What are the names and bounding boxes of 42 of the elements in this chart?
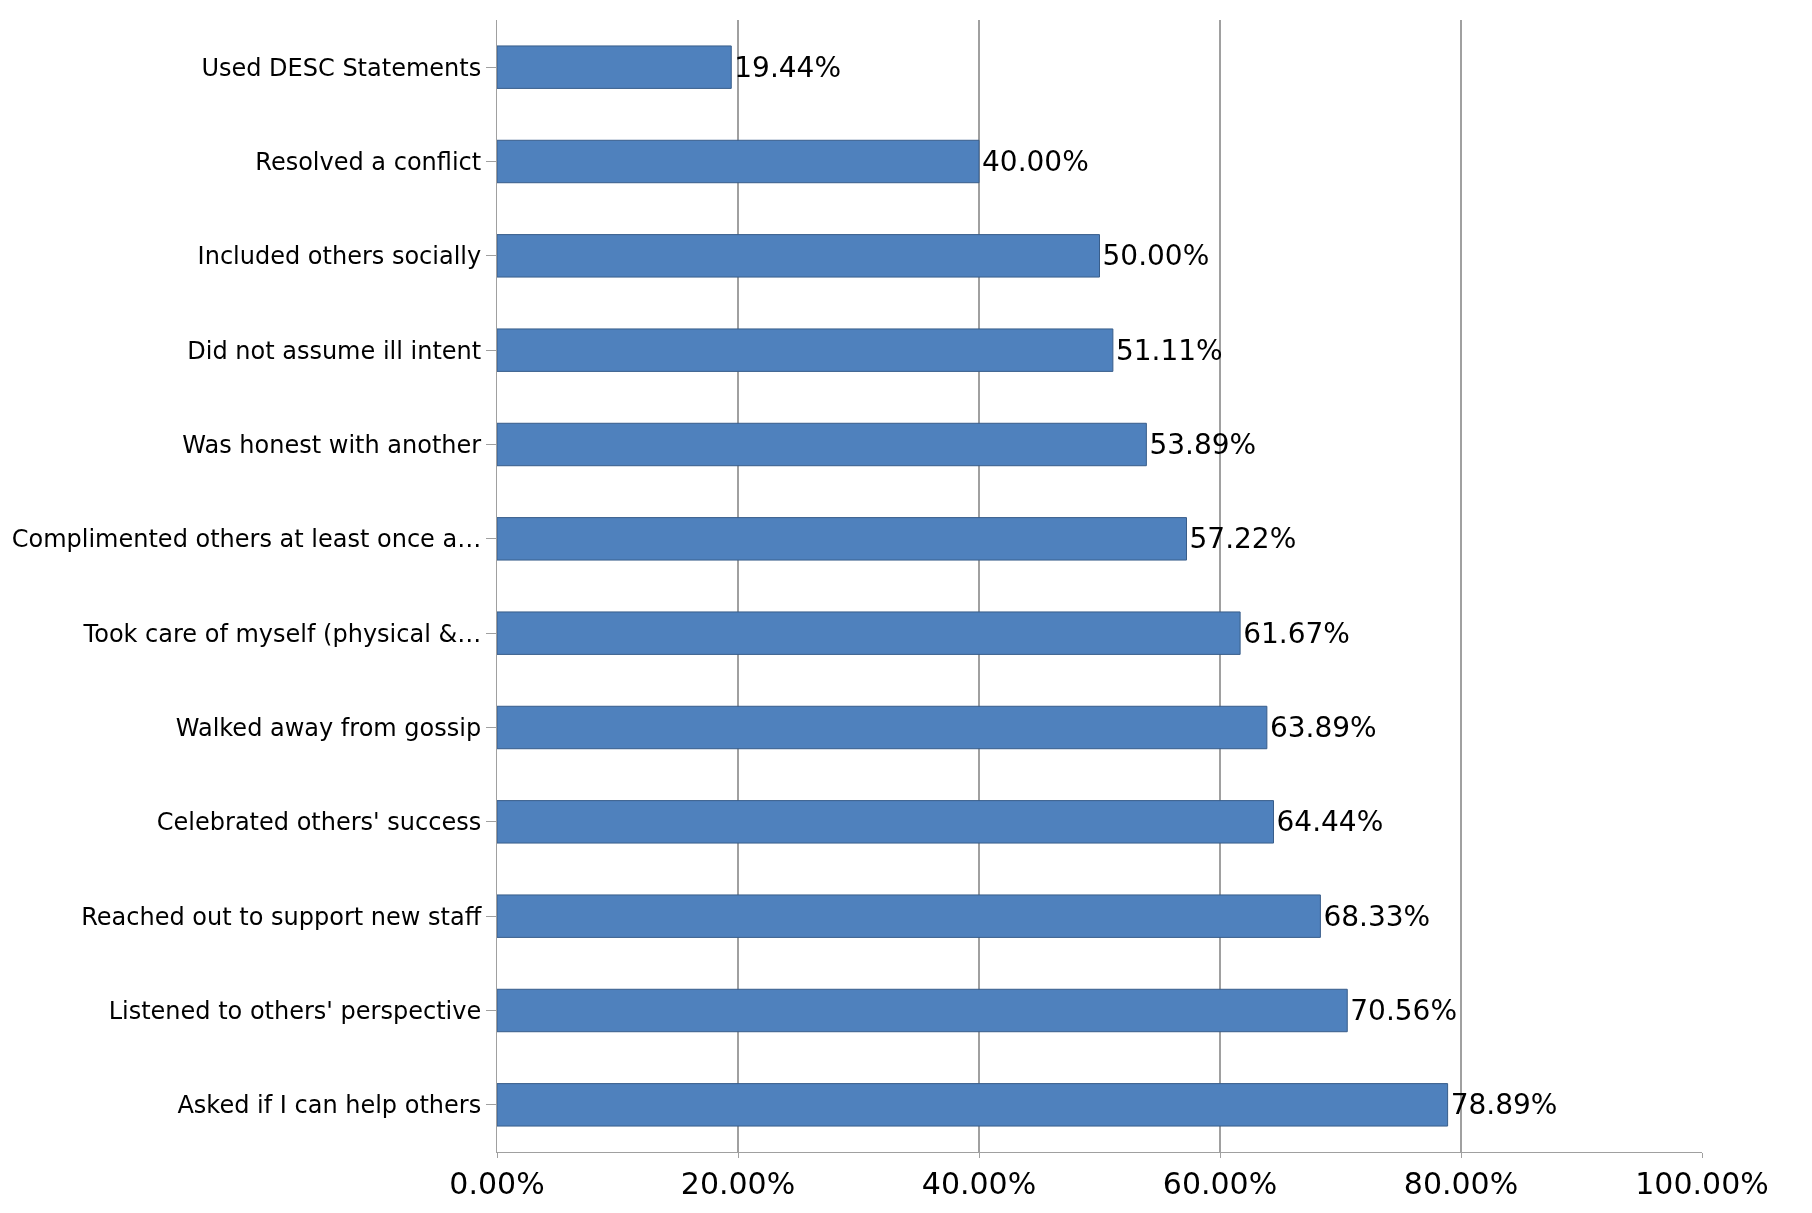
bar — [497, 139, 980, 184]
bar — [497, 1083, 1449, 1127]
bar — [497, 611, 1241, 655]
y-tick-label: Walked away from gossip — [175, 713, 482, 742]
data-label: 70.56% — [1350, 994, 1458, 1027]
data-label: 64.44% — [1276, 805, 1384, 839]
data-label: 57.22% — [1189, 522, 1297, 556]
y-tick-label: Did not assume ill intent — [187, 336, 482, 365]
data-label: 63.89% — [1269, 711, 1377, 745]
y-tick-label: Resolved a conflict — [255, 147, 482, 176]
data-label: 50.00% — [1102, 239, 1210, 273]
data-label: 51.11% — [1115, 333, 1223, 367]
y-tick-label: Listened to others' perspective — [108, 996, 482, 1025]
data-label: 68.33% — [1323, 899, 1431, 933]
bar — [497, 422, 1147, 467]
data-label: 40.00% — [982, 145, 1089, 179]
y-tick-label: Included others socially — [197, 242, 482, 271]
x-tick-label: 40.00% — [921, 1166, 1037, 1201]
y-tick-label: Used DESC Statements — [201, 53, 482, 82]
y-tick-label: Reached out to support new staff — [81, 902, 482, 931]
data-label: 78.89% — [1450, 1088, 1558, 1122]
bar — [497, 705, 1268, 750]
x-tick-label: 20.00% — [680, 1166, 796, 1201]
bar — [497, 45, 732, 89]
x-tick-label: 60.00% — [1162, 1166, 1278, 1201]
data-label: 61.67% — [1243, 616, 1350, 650]
y-tick-label: Took care of myself (physical &… — [82, 619, 482, 648]
bar — [497, 988, 1348, 1033]
data-label: 19.44% — [734, 50, 842, 84]
bar — [497, 894, 1321, 938]
bar — [497, 234, 1100, 278]
y-tick-label: Was honest with another — [182, 430, 482, 459]
y-tick-label: Celebrated others' success — [156, 808, 482, 837]
y-tick-label: Asked if I can help others — [177, 1091, 482, 1120]
bar — [497, 517, 1187, 561]
bar — [497, 328, 1114, 372]
data-label: 53.89% — [1149, 428, 1257, 462]
x-tick-label: 0.00% — [449, 1166, 545, 1201]
x-tick-label: 100.00% — [1635, 1166, 1769, 1201]
y-tick-label: Complimented others at least once a… — [11, 525, 482, 554]
x-tick-label: 80.00% — [1403, 1166, 1519, 1201]
bar — [497, 800, 1274, 844]
